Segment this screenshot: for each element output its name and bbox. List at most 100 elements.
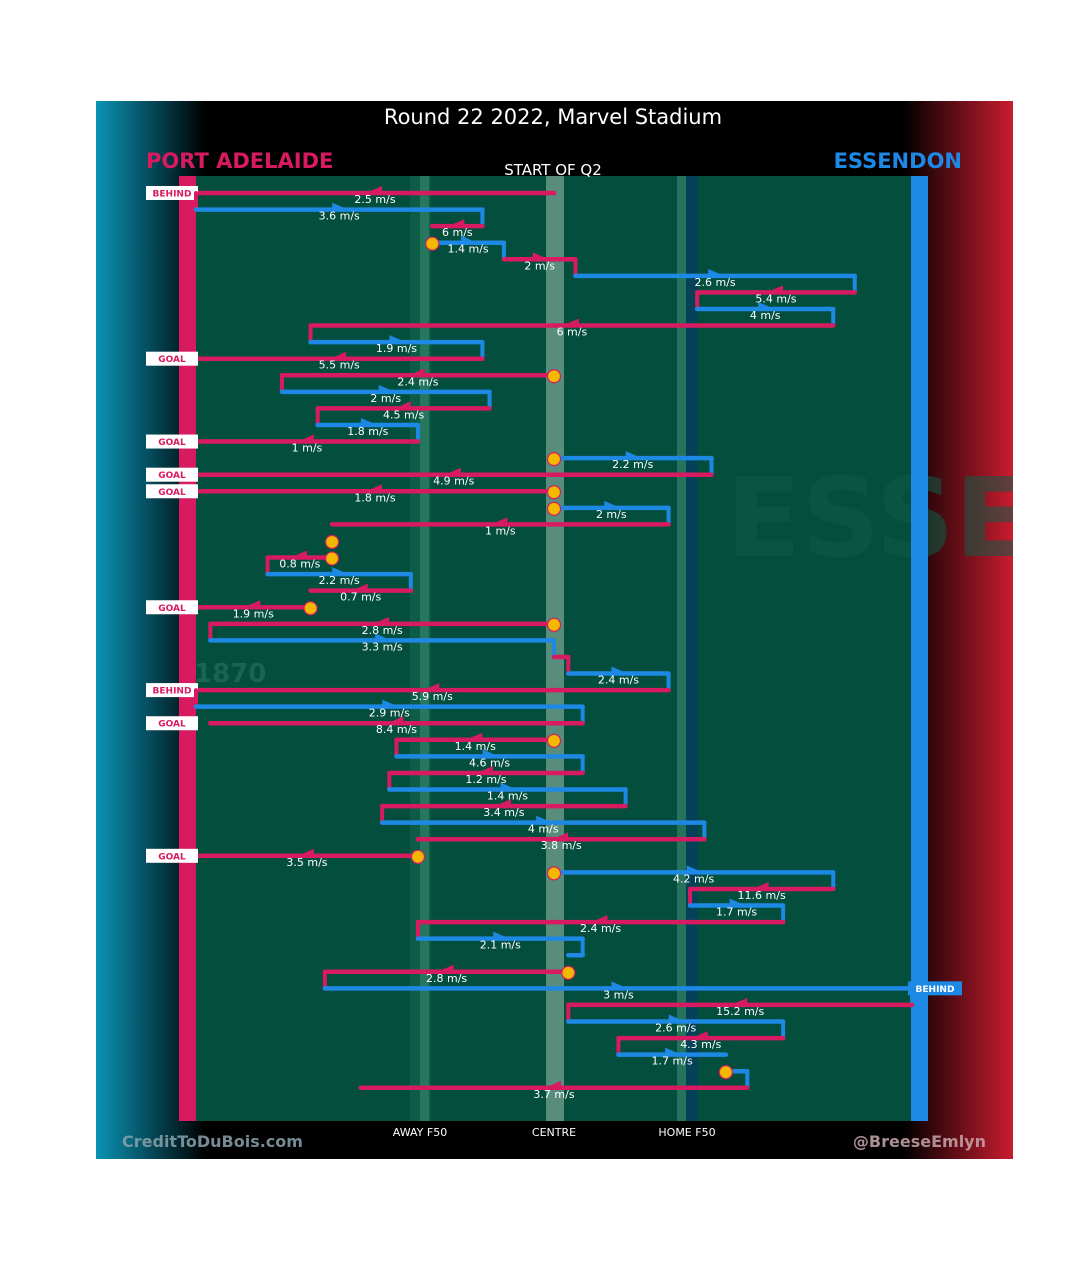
score-badge-label: GOAL bbox=[158, 604, 186, 614]
speed-label: 3.7 m/s bbox=[533, 1088, 574, 1101]
speed-label: 0.7 m/s bbox=[340, 591, 381, 604]
speed-label: 4 m/s bbox=[750, 309, 781, 322]
speed-label: 5.5 m/s bbox=[319, 359, 360, 372]
speed-label: 2.9 m/s bbox=[369, 707, 410, 720]
chain-arrow bbox=[611, 666, 628, 676]
score-badge bbox=[146, 848, 198, 863]
speed-label: 4.6 m/s bbox=[469, 756, 510, 769]
score-badge-label: GOAL bbox=[158, 438, 186, 448]
speed-label: 1 m/s bbox=[292, 442, 323, 455]
ball-marker bbox=[546, 369, 562, 384]
speed-label: 1.8 m/s bbox=[354, 491, 395, 504]
speed-label: 8.4 m/s bbox=[376, 723, 417, 736]
chain-arrow bbox=[408, 368, 425, 378]
chain-arrow bbox=[437, 964, 454, 974]
score-badge bbox=[146, 434, 198, 449]
chain-arrow bbox=[625, 451, 642, 461]
speed-label: 4 m/s bbox=[528, 823, 559, 836]
speed-label: 3.6 m/s bbox=[319, 210, 360, 223]
chain-arrow bbox=[494, 799, 511, 809]
essendon-goal-line bbox=[911, 176, 928, 1121]
chain-arrow bbox=[394, 401, 411, 411]
chain-arrow bbox=[389, 335, 406, 345]
speed-label: 5.9 m/s bbox=[412, 690, 453, 703]
score-badge-label: GOAL bbox=[158, 852, 186, 862]
speed-label: 2.4 m/s bbox=[598, 674, 639, 687]
chain-arrow bbox=[665, 1047, 682, 1057]
chain-arrow bbox=[351, 583, 368, 593]
speed-label: 1.4 m/s bbox=[455, 740, 496, 753]
ball-marker bbox=[546, 733, 562, 748]
speed-label: 3.8 m/s bbox=[541, 839, 582, 852]
chain-arrow bbox=[500, 782, 517, 792]
speed-label: 1.7 m/s bbox=[652, 1055, 693, 1068]
chain-arrow bbox=[536, 815, 553, 825]
chain-arrow bbox=[729, 898, 746, 908]
chain-arrow bbox=[691, 1031, 708, 1041]
speed-label: 4.3 m/s bbox=[680, 1038, 721, 1051]
ball-marker bbox=[546, 617, 562, 632]
chain-arrow bbox=[708, 268, 725, 278]
speed-label: 2.6 m/s bbox=[655, 1022, 696, 1035]
score-badge bbox=[146, 484, 198, 499]
chain-arrow bbox=[297, 434, 314, 444]
chain-arrow bbox=[378, 384, 395, 394]
speed-label: 11.6 m/s bbox=[738, 889, 786, 902]
team-right-name: ESSENDON bbox=[834, 149, 962, 173]
ball-marker bbox=[425, 236, 440, 251]
chain-arrow bbox=[686, 865, 703, 875]
chain-arrow bbox=[461, 235, 478, 245]
chain-arrow bbox=[476, 765, 493, 775]
watermark-word: ESSE bbox=[726, 454, 1013, 582]
score-badge bbox=[146, 683, 198, 698]
chain-arrow bbox=[366, 186, 382, 195]
chain-arrow bbox=[532, 252, 549, 262]
chain-arrow bbox=[482, 749, 499, 759]
chain-layer: BEHIND GOAL GOAL GOAL GOAL GOAL BEHIND GOAL GOAL… bbox=[146, 186, 962, 1101]
chain-arrow bbox=[382, 699, 399, 709]
chain-arrow bbox=[752, 881, 769, 891]
speed-label: 15.2 m/s bbox=[716, 1005, 764, 1018]
chain-arrow bbox=[373, 616, 390, 626]
ball-marker bbox=[546, 501, 562, 516]
speed-label: 6 m/s bbox=[442, 226, 473, 239]
chart-title: Round 22 2022, Marvel Stadium bbox=[384, 105, 722, 129]
speed-label: 2.8 m/s bbox=[426, 972, 467, 985]
speed-label: 1.9 m/s bbox=[233, 607, 274, 620]
chain-arrow bbox=[375, 633, 392, 643]
chain-arrow bbox=[423, 683, 440, 693]
chain-arrow bbox=[491, 517, 508, 527]
chain-arrow bbox=[758, 301, 775, 311]
speed-label: 1.8 m/s bbox=[347, 425, 388, 438]
speed-label: 3.4 m/s bbox=[483, 806, 524, 819]
away-f50-line bbox=[420, 176, 429, 1121]
chain-arrow bbox=[387, 716, 404, 726]
team-left-name: PORT ADELAIDE bbox=[146, 149, 333, 173]
speed-label: 1.9 m/s bbox=[376, 342, 417, 355]
credit-left: CreditToDuBois.com bbox=[122, 1132, 303, 1151]
speed-label: 2 m/s bbox=[370, 392, 401, 405]
chain-arrow bbox=[552, 832, 569, 842]
score-badge bbox=[146, 351, 198, 366]
chain-arrow bbox=[444, 467, 461, 477]
chain-arrow bbox=[562, 318, 579, 328]
chain-arrow bbox=[493, 931, 510, 941]
speed-label: 1.2 m/s bbox=[465, 773, 506, 786]
score-badge bbox=[146, 186, 198, 200]
chain-arrow bbox=[668, 1014, 685, 1024]
watermark-year: 1870 bbox=[194, 659, 266, 689]
speed-label: 3.3 m/s bbox=[362, 640, 403, 653]
home-f50-line bbox=[677, 176, 686, 1121]
speed-label: 1 m/s bbox=[485, 524, 516, 537]
speed-label: 1.7 m/s bbox=[716, 906, 757, 919]
ball-marker bbox=[303, 601, 318, 616]
chain-arrow bbox=[731, 997, 748, 1007]
ball-marker bbox=[324, 534, 340, 550]
speed-label: 2.2 m/s bbox=[319, 574, 360, 587]
speed-label: 2.4 m/s bbox=[580, 922, 621, 935]
speed-label: 4.9 m/s bbox=[433, 475, 474, 488]
score-badge-label: GOAL bbox=[158, 720, 186, 730]
score-badge-label: BEHIND bbox=[153, 687, 192, 697]
speed-label: 2 m/s bbox=[596, 508, 627, 521]
score-badge-label: GOAL bbox=[158, 488, 186, 498]
